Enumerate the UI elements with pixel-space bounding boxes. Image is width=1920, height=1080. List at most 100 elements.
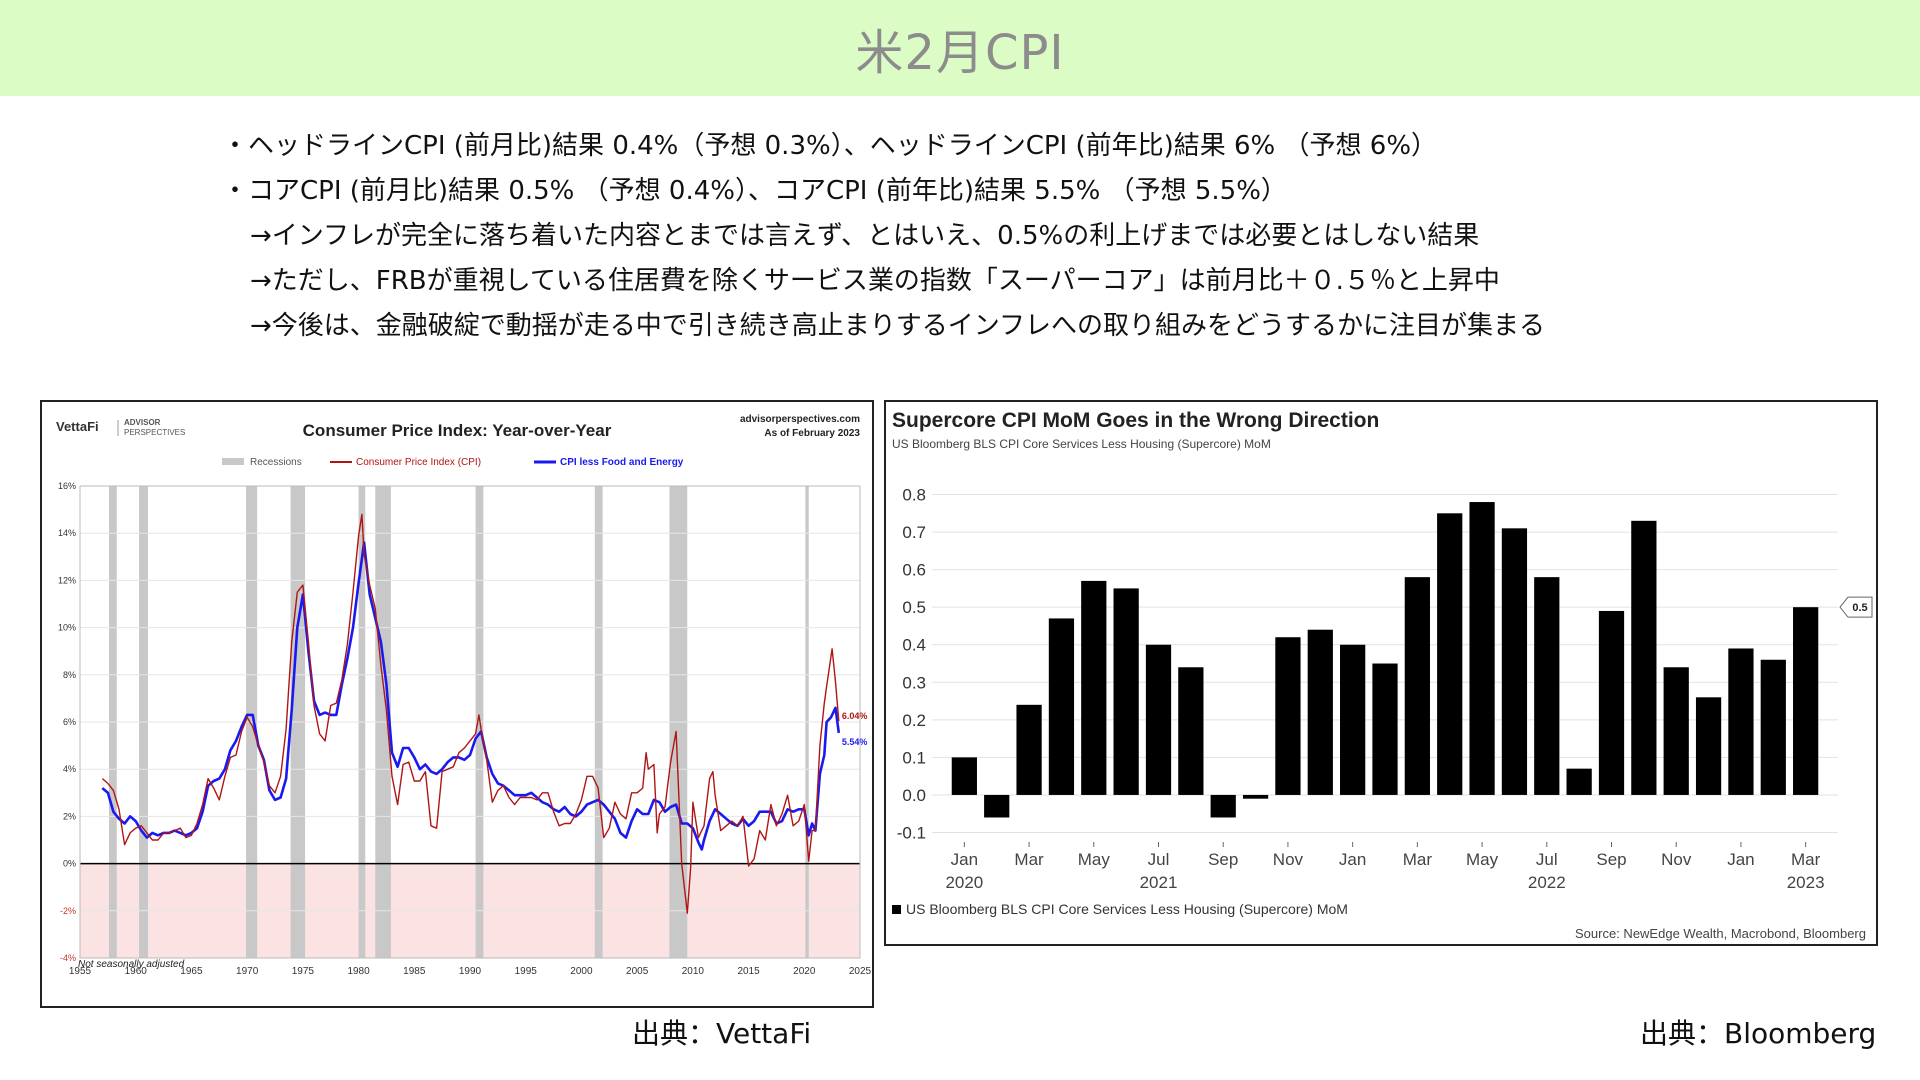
cpi-chart-asof: As of February 2023 bbox=[764, 428, 860, 439]
y-tick-label: 0.5 bbox=[902, 598, 926, 617]
supercore-bar bbox=[1048, 618, 1075, 795]
summary-bullets: ・ヘッドラインCPI (前月比)結果 0.4%（予想 0.3%）、ヘッドラインC… bbox=[222, 124, 1872, 349]
y-tick-label: 0.8 bbox=[902, 486, 926, 505]
vettafi-logo: VettaFi bbox=[56, 419, 99, 434]
x-tick-label: 1985 bbox=[403, 966, 426, 977]
core-end-label: 5.54% bbox=[842, 737, 868, 747]
legend-core-label: CPI less Food and Energy bbox=[560, 457, 684, 468]
x-tick-month: Jan bbox=[1727, 850, 1754, 869]
x-tick-month: Mar bbox=[1791, 850, 1821, 869]
x-tick-year: 2022 bbox=[1528, 873, 1566, 892]
supercore-bar bbox=[984, 794, 1010, 818]
cpi-yoy-chart: VettaFi ADVISOR PERSPECTIVES Consumer Pr… bbox=[56, 414, 872, 977]
cpi-chart-title: Consumer Price Index: Year-over-Year bbox=[303, 421, 612, 440]
x-tick-month: Mar bbox=[1014, 850, 1044, 869]
x-tick-label: 1965 bbox=[180, 966, 203, 977]
y-tick-label: 0.1 bbox=[902, 748, 926, 767]
y-tick-label: 0.0 bbox=[902, 786, 926, 805]
y-tick-label: -0.1 bbox=[897, 823, 926, 842]
supercore-bar bbox=[1016, 704, 1042, 795]
last-value-tag bbox=[1839, 596, 1873, 618]
y-tick-label: 14% bbox=[58, 528, 76, 538]
x-tick-label: 1980 bbox=[347, 966, 370, 977]
supercore-bar bbox=[1760, 659, 1786, 795]
x-tick-month: Jul bbox=[1148, 850, 1170, 869]
cpi-chart-site: advisorperspectives.com bbox=[740, 414, 860, 425]
bullet-core-cpi: ・コアCPI (前月比)結果 0.5% （予想 0.4%）、コアCPI (前年比… bbox=[222, 176, 1287, 206]
x-tick-label: 2005 bbox=[626, 966, 649, 977]
x-tick-label: 2010 bbox=[682, 966, 705, 977]
x-tick-label: 2020 bbox=[793, 966, 816, 977]
x-tick-label: 1960 bbox=[125, 966, 148, 977]
x-tick-label: 1995 bbox=[515, 966, 538, 977]
page-title: 米2月CPI bbox=[855, 25, 1065, 81]
supercore-bar bbox=[1501, 528, 1528, 795]
supercore-bar bbox=[1793, 607, 1819, 795]
supercore-chart-subtitle: US Bloomberg BLS CPI Core Services Less … bbox=[892, 437, 1271, 451]
bullet-assessment: →インフレが完全に落ち着いた内容とまでは言えず、とはいえ、0.5%の利上げまでは… bbox=[250, 221, 1480, 251]
x-tick-label: 1975 bbox=[292, 966, 315, 977]
supercore-chart: Supercore CPI MoM Goes in the Wrong Dire… bbox=[892, 409, 1873, 941]
core-series-line bbox=[101, 541, 841, 851]
x-tick-year: 2021 bbox=[1140, 873, 1178, 892]
y-tick-label: 0.7 bbox=[902, 523, 926, 542]
supercore-bar bbox=[951, 757, 977, 795]
supercore-bar bbox=[1307, 629, 1333, 795]
x-tick-month: May bbox=[1078, 850, 1111, 869]
x-tick-label: 2025 bbox=[849, 966, 872, 977]
y-tick-label: 0.4 bbox=[902, 636, 926, 655]
x-tick-label: 1955 bbox=[69, 966, 92, 977]
supercore-bar bbox=[1598, 610, 1625, 795]
y-tick-label: 8% bbox=[63, 670, 76, 680]
x-tick-month: Nov bbox=[1273, 850, 1304, 869]
y-tick-label: 2% bbox=[63, 811, 76, 821]
supercore-bar bbox=[1663, 667, 1689, 795]
x-tick-month: Sep bbox=[1208, 850, 1238, 869]
y-tick-label: 0.2 bbox=[902, 711, 926, 730]
supercore-bar bbox=[1178, 667, 1204, 795]
legend-recessions-swatch bbox=[222, 458, 244, 465]
supercore-bar bbox=[1145, 644, 1172, 795]
supercore-bar bbox=[1113, 588, 1139, 795]
supercore-bar bbox=[1081, 580, 1107, 795]
supercore-bar bbox=[1340, 644, 1366, 795]
supercore-bar bbox=[1437, 513, 1463, 795]
bullet-outlook: →今後は、金融破綻で動揺が走る中で引き続き高止まりするインフレへの取り組みをどう… bbox=[250, 311, 1546, 341]
x-tick-month: Jan bbox=[1339, 850, 1366, 869]
cpi-end-label: 6.04% bbox=[842, 711, 868, 721]
x-tick-month: Jul bbox=[1536, 850, 1558, 869]
supercore-bar bbox=[1242, 794, 1269, 799]
cpi-yoy-chart-panel: VettaFi ADVISOR PERSPECTIVES Consumer Pr… bbox=[40, 400, 874, 1008]
y-tick-label: -4% bbox=[60, 953, 76, 963]
y-tick-label: 10% bbox=[58, 623, 76, 633]
y-tick-label: 6% bbox=[63, 717, 76, 727]
supercore-bar bbox=[1566, 768, 1592, 795]
x-tick-month: May bbox=[1466, 850, 1499, 869]
y-tick-label: 0.6 bbox=[902, 561, 926, 580]
y-tick-label: -2% bbox=[60, 906, 76, 916]
advisor-logo-line1: ADVISOR bbox=[124, 418, 161, 427]
y-tick-label: 0.3 bbox=[902, 673, 926, 692]
supercore-bar bbox=[1728, 648, 1754, 795]
x-tick-year: 2020 bbox=[945, 873, 983, 892]
y-tick-label: 4% bbox=[63, 764, 76, 774]
y-tick-label: 12% bbox=[58, 575, 76, 585]
supercore-source: Source: NewEdge Wealth, Macrobond, Bloom… bbox=[1575, 926, 1866, 941]
cpi-series-line bbox=[101, 513, 840, 914]
source-caption-bloomberg: 出典：Bloomberg bbox=[1640, 1017, 1877, 1050]
supercore-bar bbox=[1372, 663, 1398, 795]
x-tick-label: 1970 bbox=[236, 966, 259, 977]
supercore-bar bbox=[1695, 697, 1722, 795]
legend-cpi-label: Consumer Price Index (CPI) bbox=[356, 457, 481, 468]
x-tick-label: 2015 bbox=[737, 966, 760, 977]
advisor-logo-line2: PERSPECTIVES bbox=[124, 428, 185, 437]
x-tick-label: 1990 bbox=[459, 966, 482, 977]
x-tick-year: 2023 bbox=[1787, 873, 1825, 892]
bullet-supercore: →ただし、FRBが重視している住居費を除くサービス業の指数「スーパーコア」は前月… bbox=[250, 266, 1500, 296]
supercore-bar bbox=[1534, 577, 1560, 795]
supercore-bar bbox=[1404, 577, 1430, 795]
supercore-legend-label: US Bloomberg BLS CPI Core Services Less … bbox=[906, 901, 1348, 917]
x-tick-month: Nov bbox=[1661, 850, 1692, 869]
supercore-chart-panel: Supercore CPI MoM Goes in the Wrong Dire… bbox=[884, 400, 1878, 946]
plot-frame bbox=[79, 485, 861, 959]
